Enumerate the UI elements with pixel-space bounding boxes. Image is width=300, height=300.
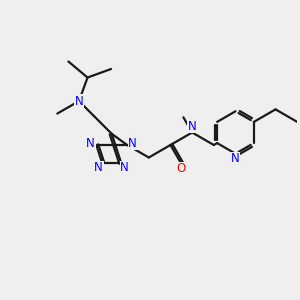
Text: N: N [231, 152, 240, 166]
Text: N: N [94, 161, 103, 174]
Text: N: N [86, 137, 95, 150]
Text: N: N [188, 119, 197, 133]
Text: N: N [120, 161, 129, 174]
Text: N: N [128, 137, 137, 150]
Text: N: N [75, 94, 83, 108]
Text: O: O [176, 162, 186, 175]
